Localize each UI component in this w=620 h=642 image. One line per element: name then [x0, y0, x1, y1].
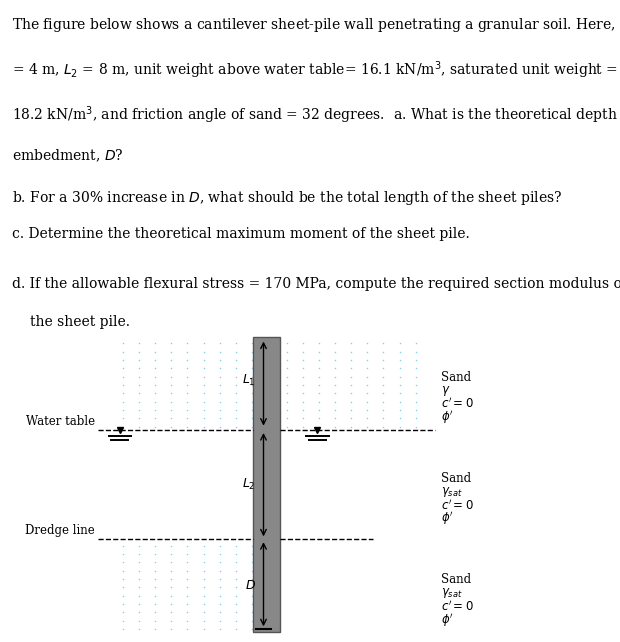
Text: $L_1$: $L_1$ [242, 373, 256, 388]
Text: = 4 m, $L_2$ = 8 m, unit weight above water table= 16.1 kN/m$^3$, saturated unit: = 4 m, $L_2$ = 8 m, unit weight above wa… [12, 60, 620, 82]
Text: Dredge line: Dredge line [25, 524, 95, 537]
Text: $\phi'$: $\phi'$ [441, 409, 454, 426]
Text: $\phi'$: $\phi'$ [441, 611, 454, 629]
Text: $\phi'$: $\phi'$ [441, 510, 454, 528]
Text: c. Determine the theoretical maximum moment of the sheet pile.: c. Determine the theoretical maximum mom… [12, 227, 470, 241]
Bar [253, 337, 280, 632]
Text: $\gamma_{sat}$: $\gamma_{sat}$ [441, 485, 463, 499]
Text: b. For a 30% increase in $D$, what should be the total length of the sheet piles: b. For a 30% increase in $D$, what shoul… [12, 189, 562, 207]
Text: Water table: Water table [26, 415, 95, 428]
Text: $L_2$: $L_2$ [242, 477, 256, 492]
Text: Sand: Sand [441, 370, 472, 384]
Text: d. If the allowable flexural stress = 170 MPa, compute the required section modu: d. If the allowable flexural stress = 17… [12, 277, 620, 291]
Text: 18.2 kN/m$^3$, and friction angle of sand = 32 degrees.  a. What is the theoreti: 18.2 kN/m$^3$, and friction angle of san… [12, 104, 620, 126]
Text: $c' = 0$: $c' = 0$ [441, 599, 474, 614]
Text: embedment, $D$?: embedment, $D$? [12, 148, 124, 164]
Text: the sheet pile.: the sheet pile. [30, 315, 130, 329]
Text: $c' = 0$: $c' = 0$ [441, 498, 474, 512]
Text: The figure below shows a cantilever sheet-pile wall penetrating a granular soil.: The figure below shows a cantilever shee… [12, 16, 620, 34]
Text: Sand: Sand [441, 472, 472, 485]
Text: $\gamma_{sat}$: $\gamma_{sat}$ [441, 586, 463, 600]
Text: $D$: $D$ [245, 579, 256, 593]
Text: $\gamma$: $\gamma$ [441, 384, 451, 397]
Text: Sand: Sand [441, 573, 472, 586]
Text: $c' = 0$: $c' = 0$ [441, 397, 474, 412]
